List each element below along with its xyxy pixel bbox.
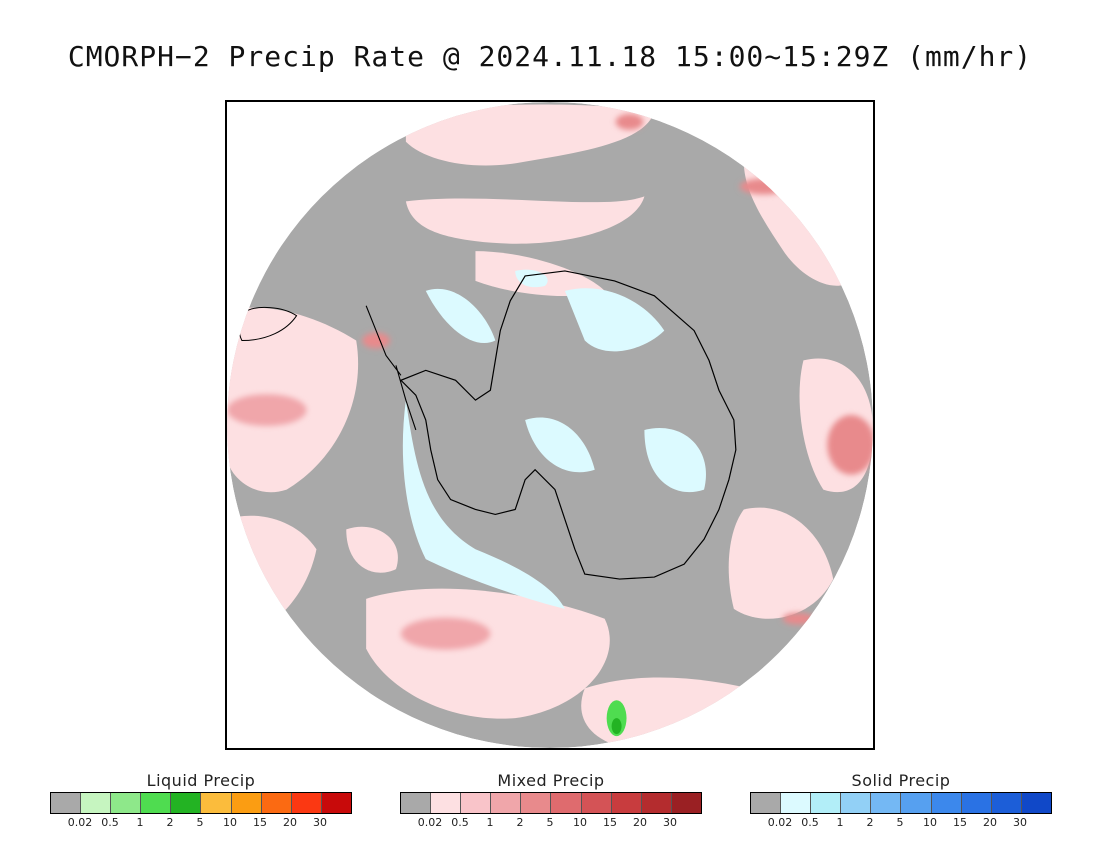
color-swatch	[491, 793, 522, 813]
legend-title: Solid Precip	[851, 771, 951, 790]
color-swatch	[261, 793, 292, 813]
color-swatch	[991, 793, 1022, 813]
legend-liquid: Liquid Precip 0.02 0.5 1 2 5 10 15 20 30	[50, 770, 352, 830]
tick-label: 30	[663, 816, 677, 829]
color-swatch	[931, 793, 962, 813]
color-swatch	[461, 793, 492, 813]
color-swatch	[171, 793, 202, 813]
tick-label: 10	[223, 816, 237, 829]
tick-label: 30	[313, 816, 327, 829]
color-swatch	[611, 793, 642, 813]
color-swatch	[551, 793, 582, 813]
color-swatch	[871, 793, 902, 813]
tick-label: 10	[923, 816, 937, 829]
tick-label: 1	[836, 816, 844, 829]
antarctica-coastline	[399, 270, 737, 580]
color-swatch	[811, 793, 842, 813]
color-swatch	[841, 793, 872, 813]
color-swatch	[431, 793, 462, 813]
tick-labels: 0.02 0.5 1 2 5 10 15 20 30	[750, 814, 1052, 830]
color-bar	[750, 792, 1052, 814]
color-swatch	[231, 793, 262, 813]
color-swatch	[81, 793, 112, 813]
tick-label: 15	[603, 816, 617, 829]
map-title: CMORPH−2 Precip Rate @ 2024.11.18 15:00~…	[67, 40, 1033, 73]
tick-label: 15	[253, 816, 267, 829]
tick-label: 20	[983, 816, 997, 829]
solid-precip-areas	[402, 269, 706, 609]
tick-labels: 0.02 0.5 1 2 5 10 15 20 30	[400, 814, 702, 830]
tick-label: 2	[516, 816, 524, 829]
tick-label: 0.02	[67, 816, 93, 829]
tick-label: 5	[546, 816, 554, 829]
color-swatch	[291, 793, 322, 813]
tick-label: 0.5	[801, 816, 819, 829]
legend-solid: Solid Precip 0.02 0.5 1 2 5 10 15 20 30	[750, 770, 1052, 830]
tick-label: 0.5	[451, 816, 469, 829]
color-swatch	[401, 793, 432, 813]
tick-label: 5	[196, 816, 204, 829]
tick-label: 30	[1013, 816, 1027, 829]
legend-mixed: Mixed Precip 0.02 0.5 1 2 5 10 15 20 30	[400, 770, 702, 830]
color-bar	[400, 792, 702, 814]
tick-label: 20	[283, 816, 297, 829]
tick-label: 5	[896, 816, 904, 829]
color-swatch	[901, 793, 932, 813]
color-swatch	[201, 793, 232, 813]
tick-label: 2	[866, 816, 874, 829]
tick-label: 0.02	[417, 816, 443, 829]
color-swatch	[671, 793, 701, 813]
color-swatch	[321, 793, 351, 813]
color-bar	[50, 792, 352, 814]
color-swatch	[751, 793, 782, 813]
tick-label: 0.5	[101, 816, 119, 829]
tick-label: 1	[486, 816, 494, 829]
legend-title: Liquid Precip	[146, 771, 256, 790]
color-swatch	[581, 793, 612, 813]
tick-label: 2	[166, 816, 174, 829]
legend-title: Mixed Precip	[497, 771, 605, 790]
color-swatch	[1021, 793, 1051, 813]
color-swatch	[521, 793, 552, 813]
color-swatch	[781, 793, 812, 813]
color-swatch	[51, 793, 82, 813]
color-swatch	[641, 793, 672, 813]
map-frame	[225, 100, 875, 750]
tick-label: 1	[136, 816, 144, 829]
tick-label: 0.02	[767, 816, 793, 829]
tick-labels: 0.02 0.5 1 2 5 10 15 20 30	[50, 814, 352, 830]
tick-label: 20	[633, 816, 647, 829]
color-swatch	[141, 793, 172, 813]
tick-label: 10	[573, 816, 587, 829]
color-swatch	[961, 793, 992, 813]
precip-map	[227, 102, 873, 748]
color-swatch	[111, 793, 142, 813]
peninsula-coastline	[365, 305, 417, 431]
tick-label: 15	[953, 816, 967, 829]
